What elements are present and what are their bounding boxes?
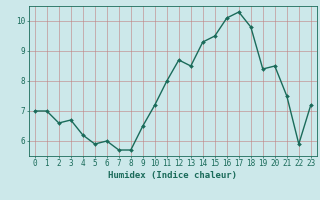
X-axis label: Humidex (Indice chaleur): Humidex (Indice chaleur) [108, 171, 237, 180]
